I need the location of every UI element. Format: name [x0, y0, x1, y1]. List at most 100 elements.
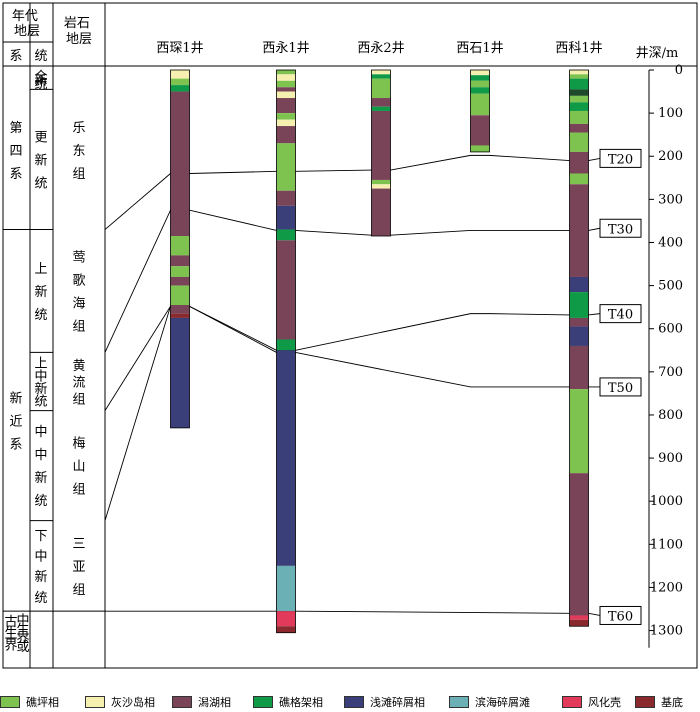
facies-segment	[569, 123, 589, 133]
horizon-label-box	[599, 304, 642, 324]
facies-segment	[569, 89, 589, 96]
facies-segment	[170, 70, 190, 79]
facies-segment	[170, 85, 190, 92]
facies-segment	[569, 473, 589, 616]
facies-segment	[276, 339, 296, 351]
facies-segment	[276, 80, 296, 88]
era-header-line2: 地层	[14, 24, 40, 39]
facies-segment	[170, 285, 190, 306]
facies-segment	[170, 78, 190, 86]
facies-segment	[276, 565, 296, 612]
facies-segment	[470, 80, 490, 88]
depth-tick-label: 600	[658, 322, 683, 337]
facies-segment	[569, 78, 589, 90]
facies-segment	[569, 615, 589, 620]
legend-item: 潟湖相	[172, 694, 231, 710]
facies-segment	[276, 229, 296, 241]
legend-label: 浅滩碎屑相	[370, 696, 425, 709]
facies-segment	[276, 70, 296, 75]
legend-item: 风化壳	[562, 694, 621, 710]
facies-segment	[170, 317, 190, 428]
facies-legend: 礁坪相 灰沙岛相 潟湖相 礁格架相 浅滩碎屑相 滨海碎屑滩 风化壳 基底	[0, 688, 700, 712]
facies-segment	[276, 143, 296, 191]
depth-tick-label: 300	[658, 192, 683, 207]
depth-tick-label: 1100	[650, 537, 683, 552]
legend-swatch	[172, 696, 192, 708]
horizon-label: T50	[608, 381, 633, 396]
series-label: 中中新统	[34, 425, 47, 509]
legend-swatch	[562, 696, 582, 708]
depth-tick-label: 500	[658, 279, 683, 294]
depth-tick-label: 200	[658, 149, 683, 164]
system-label: 古生界	[4, 615, 17, 653]
legend-label: 灰沙岛相	[111, 696, 155, 709]
legend-swatch	[253, 696, 273, 708]
system-label: 中生界或	[16, 614, 29, 655]
facies-segment	[371, 74, 391, 79]
facies-segment	[276, 91, 296, 99]
well-columns	[170, 69, 589, 634]
facies-segment	[371, 184, 391, 189]
facies-segment	[276, 98, 296, 114]
facies-segment	[371, 70, 391, 75]
well-outline	[569, 69, 589, 627]
facies-segment	[569, 345, 589, 390]
diagram-frame	[2, 2, 698, 669]
facies-segment	[569, 151, 589, 174]
facies-segment	[569, 276, 589, 293]
legend-label: 潟湖相	[198, 696, 231, 709]
facies-segment	[170, 236, 190, 256]
legend-item: 滨海碎屑滩	[449, 694, 530, 710]
legend-swatch	[85, 696, 105, 708]
system-header: 系	[9, 49, 22, 64]
facies-segment	[276, 350, 296, 566]
well-name: 西永2井	[357, 41, 404, 56]
facies-segment	[470, 115, 490, 146]
depth-tick-label: 700	[658, 365, 683, 380]
formation-label: 三亚组	[72, 537, 85, 598]
lithology-header: 岩石 地层	[64, 16, 94, 47]
facies-segment	[569, 132, 589, 152]
facies-segment	[170, 305, 190, 314]
facies-segment	[569, 619, 589, 627]
facies-segment	[470, 75, 490, 81]
depth-tick-label: 1200	[650, 580, 683, 595]
series-label: 下中新统	[34, 529, 47, 606]
facies-segment	[371, 110, 391, 180]
facies-segment	[569, 110, 589, 124]
legend-item: 基底	[635, 694, 683, 710]
facies-segment	[569, 95, 589, 103]
facies-segment	[569, 184, 589, 277]
facies-segment	[276, 611, 296, 627]
facies-segment	[276, 240, 296, 340]
depth-tick-label: 900	[658, 451, 683, 466]
well-column	[276, 69, 296, 634]
facies-segment	[276, 87, 296, 92]
depth-tick-label: 1000	[650, 494, 683, 509]
legend-label: 礁坪相	[26, 696, 59, 709]
well-outline	[276, 69, 296, 634]
horizon-labels: T20 T30 T40 T50 T60	[599, 148, 642, 625]
facies-segment	[276, 205, 296, 230]
facies-segment	[569, 292, 589, 318]
depth-tick-label: 100	[658, 106, 683, 121]
facies-segment	[470, 145, 490, 152]
legend-item: 灰沙岛相	[85, 694, 155, 710]
facies-segment	[569, 74, 589, 79]
well-name: 西科1井	[555, 41, 602, 56]
horizon-label-box	[599, 605, 642, 625]
facies-segment	[371, 106, 391, 111]
formation-label: 乐东组	[72, 121, 85, 182]
depth-axis-title: 井深/m	[636, 46, 679, 61]
facies-segment	[170, 313, 190, 318]
facies-segment	[276, 626, 296, 633]
facies-segment	[371, 188, 391, 237]
depth-tick-label: 400	[658, 235, 683, 250]
well-name: 西石1井	[456, 41, 503, 56]
facies-segment	[170, 266, 190, 277]
well-name: 西永1井	[262, 41, 309, 56]
facies-segment	[276, 74, 296, 81]
system-label: 新近系	[9, 390, 22, 452]
